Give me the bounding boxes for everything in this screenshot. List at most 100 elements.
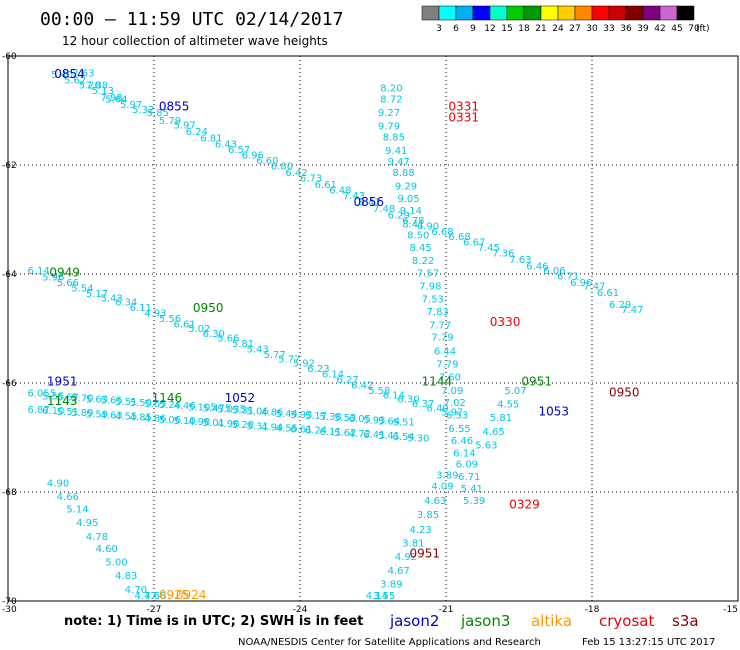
wave-height-point: 6.47 [358, 197, 380, 208]
wave-height-point: 6.10 [42, 406, 64, 417]
wave-height-point: 4.95 [76, 518, 98, 529]
wave-height-point: 6.46 [526, 262, 548, 273]
wave-height-point: 5.70 [71, 394, 93, 405]
wave-height-point: 9.27 [378, 108, 400, 119]
wave-height-point: 7.57 [417, 269, 439, 280]
colorbar-legend: 3 6 9 12 15 18 21 24 27 30 33 36 39 42 45 70(ft) [421, 5, 710, 34]
wave-height-point: 6.30 [203, 329, 225, 340]
wave-height-point: 7.79 [431, 332, 453, 343]
wave-height-point: 8.22 [412, 256, 434, 267]
pass-time-label: 0951 [410, 546, 441, 560]
wave-height-point: 6.29 [388, 210, 410, 221]
wave-height-point: 5.62 [64, 75, 86, 86]
wave-height-point: 5.66 [217, 334, 239, 345]
wave-height-point: 5.24 [159, 400, 181, 411]
wave-height-point: 6.96 [570, 278, 592, 289]
wave-height-point: 5.66 [57, 278, 79, 289]
colorbar-swatch [506, 5, 525, 21]
wave-height-point: 4.98 [188, 417, 210, 428]
wave-height-point: 6.29 [609, 300, 631, 311]
colorbar-swatch [455, 5, 474, 21]
wave-height-point: 6.34 [115, 298, 137, 309]
wave-height-point: 5.97 [120, 100, 142, 111]
y-tick-label: -66 [2, 379, 17, 389]
wave-height-point: 7.09 [441, 386, 463, 397]
wave-height-point: 6.41 [363, 430, 385, 441]
x-tick-label: -21 [439, 605, 454, 615]
pass-time-label: 0925 [159, 588, 190, 602]
wave-height-point: 4.68 [144, 591, 166, 602]
colorbar-swatch [421, 5, 440, 21]
wave-height-point: 5.02 [188, 324, 210, 335]
wave-height-point: 5.14 [66, 505, 88, 516]
wave-height-point: 5.43 [100, 293, 122, 304]
wave-height-point: 6.71 [458, 472, 480, 483]
wave-height-point: 8.20 [380, 83, 402, 94]
wave-height-point: 8.45 [410, 243, 432, 254]
wave-height-point: 4.98 [217, 419, 239, 430]
wave-height-point: 6.11 [319, 427, 341, 438]
wave-height-point: 5.41 [378, 431, 400, 442]
wave-height-point: 5.035 [217, 404, 246, 415]
y-tick-label: -62 [2, 161, 17, 171]
x-tick-label: -30 [2, 605, 17, 615]
colorbar-label: 39 [637, 24, 649, 34]
wave-height-point: 5.39 [463, 496, 485, 507]
wave-height-point: 4.77 [135, 591, 157, 602]
pass-time-label: 0949 [49, 266, 80, 280]
footer-timestamp: Feb 15 13:27:15 UTC 2017 [582, 637, 715, 648]
pass-time-label: 0330 [490, 315, 521, 329]
wave-height-point: 5.64 [105, 94, 127, 105]
wave-height-point: 6.73 [300, 173, 322, 184]
wave-height-point: 9.47 [388, 157, 410, 168]
wave-height-point: 5.38 [319, 412, 341, 423]
wave-height-point: 5.92 [293, 359, 315, 370]
wave-height-point: 6.30 [397, 395, 419, 406]
colorbar-label: 30 [586, 24, 598, 34]
wave-height-point: 5.40 [51, 70, 73, 81]
wave-height-point: 5.10 [173, 416, 195, 427]
wave-height-point: 7.48 [373, 204, 395, 215]
wave-height-point: 3.89 [380, 579, 402, 590]
colorbar-swatch [625, 5, 644, 21]
pass-time-label: 0950 [193, 301, 224, 315]
y-tick-label: -64 [2, 270, 17, 280]
wave-height-point: 5.54 [71, 283, 93, 294]
wave-height-point: 6.87 [27, 405, 49, 416]
colorbar-swatch [557, 5, 576, 21]
wave-height-point: 6.96 [242, 150, 264, 161]
wave-height-point: 5.65 [144, 399, 166, 410]
wave-height-point: 4.46 [173, 401, 195, 412]
x-tick-label: -15 [723, 605, 738, 615]
wave-height-point: 5.79 [159, 116, 181, 127]
satellite-legend-jason2: jason2 [389, 612, 439, 630]
pass-time-label: 1146 [152, 391, 183, 405]
wave-height-point: 5.93 [290, 410, 312, 421]
chart-title: 00:00 – 11:59 UTC 02/14/2017 [40, 9, 343, 30]
wave-height-point: 5.77 [264, 350, 286, 361]
wave-height-point: 6.53 [446, 410, 468, 421]
wave-height-point: 6.71 [557, 271, 579, 282]
wave-height-point: 3.55 [373, 591, 395, 602]
wave-height-point: 7.43 [343, 191, 365, 202]
pass-time-label: 1951 [47, 375, 78, 389]
wave-height-point: 5.63 [86, 395, 108, 406]
wave-height-point: 5.97 [441, 408, 463, 419]
colorbar-swatch [540, 5, 559, 21]
colorbar-label: 45 [671, 24, 682, 34]
plot-frame [7, 55, 739, 602]
wave-height-point: 4.93 [144, 309, 166, 320]
wave-height-point: 6.81 [200, 134, 222, 145]
wave-height-point: 5.51 [392, 418, 414, 429]
wave-height-point: 5.06 [159, 415, 181, 426]
colorbar-label: 70 [688, 24, 700, 34]
wave-height-point: 4.67 [388, 566, 410, 577]
grid-lines [8, 56, 738, 601]
wave-height-point: 4.94 [261, 422, 283, 433]
wave-height-point: 5.41 [461, 484, 483, 495]
wave-height-point: 5.55 [42, 391, 64, 402]
wave-height-point: 7.36 [492, 249, 514, 260]
wave-height-point: 5.32 [132, 105, 154, 116]
colorbar-label: 36 [620, 24, 632, 34]
